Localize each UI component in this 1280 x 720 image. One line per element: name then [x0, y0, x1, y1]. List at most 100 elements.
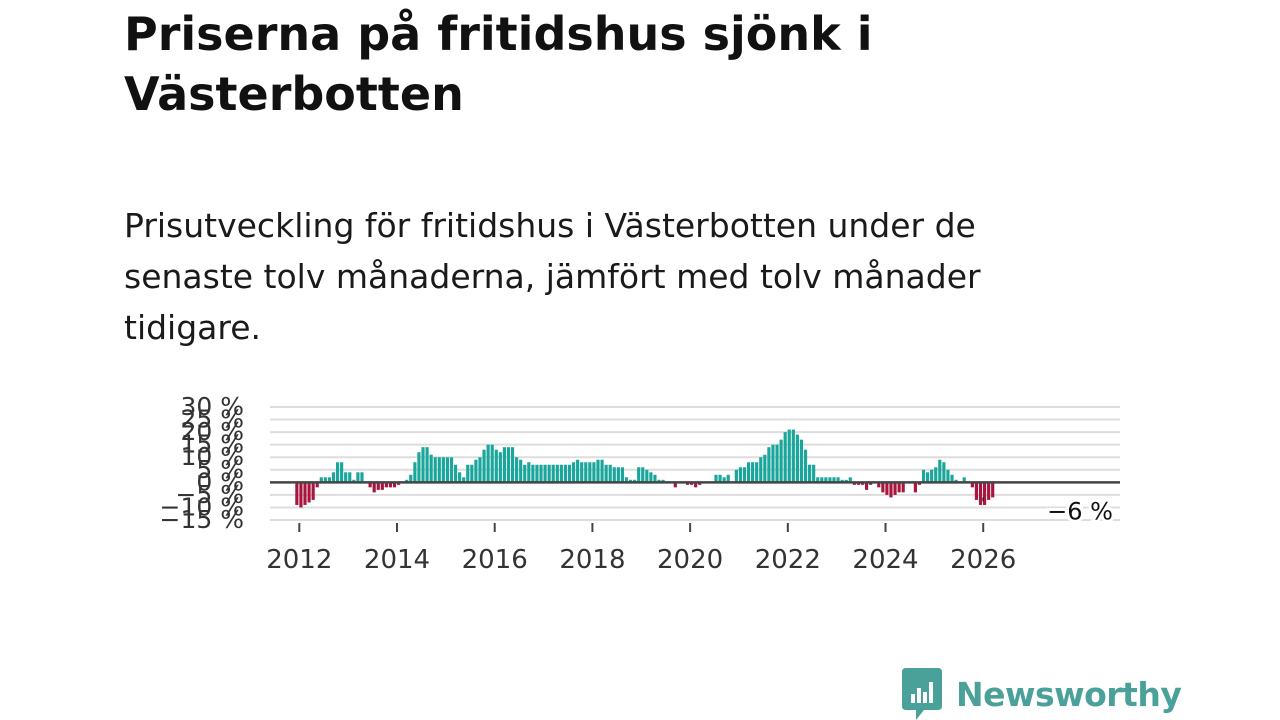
bar	[498, 452, 502, 483]
bar	[775, 444, 779, 483]
bar	[722, 477, 726, 483]
bar	[449, 457, 454, 483]
bar	[323, 477, 327, 483]
bar	[543, 464, 547, 483]
bar	[685, 482, 690, 485]
bar	[860, 482, 865, 485]
bar	[974, 482, 979, 500]
bar	[551, 464, 555, 483]
bar	[649, 472, 653, 483]
bar	[515, 457, 519, 483]
bar	[637, 467, 641, 483]
bar	[576, 459, 580, 483]
y-tick-label: 0 %	[196, 467, 244, 496]
bar	[661, 479, 665, 483]
bar	[429, 454, 433, 483]
bar	[759, 457, 763, 483]
bar	[490, 444, 494, 483]
last-value-annotation: −6 %	[1047, 497, 1113, 525]
x-tick-label: 2022	[755, 545, 821, 575]
bar	[584, 462, 588, 483]
bar	[405, 479, 409, 483]
x-tick-label: 2014	[364, 545, 430, 575]
bar	[803, 449, 808, 483]
bar	[555, 464, 559, 483]
bar	[380, 482, 384, 490]
bar	[527, 462, 531, 483]
bar	[869, 482, 873, 485]
bar	[779, 439, 783, 483]
bar	[844, 479, 848, 483]
bar	[319, 477, 323, 483]
y-tick-label: 30 %	[180, 392, 244, 421]
bar	[852, 482, 856, 485]
y-tick-label: 15 %	[180, 430, 244, 459]
bar	[812, 464, 816, 483]
bar	[299, 482, 303, 508]
bar	[539, 464, 543, 483]
bar	[893, 482, 897, 495]
bar	[954, 479, 958, 483]
bar	[946, 469, 950, 483]
bars	[295, 429, 995, 508]
bar	[828, 477, 832, 483]
bar	[433, 457, 437, 483]
bar	[592, 462, 596, 483]
bar	[978, 482, 983, 505]
bar	[368, 482, 372, 488]
bar	[616, 467, 620, 483]
y-tick-label: 20 %	[180, 417, 244, 446]
bar	[987, 482, 991, 500]
bar	[836, 477, 840, 483]
bar	[474, 459, 478, 483]
bar	[295, 482, 299, 505]
y-tick-label: 5 %	[196, 455, 244, 484]
bar	[885, 482, 889, 495]
bar	[510, 447, 515, 483]
bar	[600, 459, 604, 483]
bar	[824, 477, 828, 483]
y-tick-label: −15 %	[160, 505, 244, 534]
bar	[571, 462, 576, 483]
y-tick-label: −5 %	[175, 480, 244, 509]
bar	[612, 467, 616, 483]
bar	[832, 477, 836, 483]
bar	[360, 472, 364, 483]
bar	[519, 459, 523, 483]
bar	[559, 464, 563, 483]
bar	[856, 482, 861, 485]
bar	[742, 467, 747, 483]
x-tick-label: 2012	[266, 545, 332, 575]
bar	[848, 477, 852, 483]
bar	[311, 482, 315, 500]
bar	[791, 429, 795, 483]
newsworthy-logo-text: Newsworthy	[956, 674, 1182, 714]
bar	[645, 469, 649, 483]
newsworthy-logo-icon	[902, 668, 942, 720]
bar	[315, 482, 319, 488]
bar	[547, 464, 551, 483]
x-tick-label: 2016	[462, 545, 528, 575]
grid-layer	[270, 406, 1120, 521]
bar	[917, 482, 922, 485]
bar	[331, 472, 336, 483]
bar	[535, 464, 539, 483]
x-axis: 2012 2014 2016 2018 2020 2022 2024 2026	[266, 523, 1016, 575]
x-tick-label: 2024	[852, 545, 918, 575]
bar	[787, 429, 791, 483]
bar	[437, 457, 441, 483]
annotation-layer: −6 %	[982, 494, 1116, 528]
bar	[734, 469, 738, 483]
bar	[641, 467, 645, 483]
bar	[840, 479, 844, 483]
bar	[921, 469, 926, 483]
bar	[531, 464, 535, 483]
bar	[897, 482, 901, 493]
bar	[751, 462, 755, 483]
bar	[889, 482, 893, 498]
bar	[425, 447, 429, 483]
bar	[962, 477, 966, 483]
bar	[689, 482, 694, 485]
x-tick-label: 2026	[950, 545, 1016, 575]
